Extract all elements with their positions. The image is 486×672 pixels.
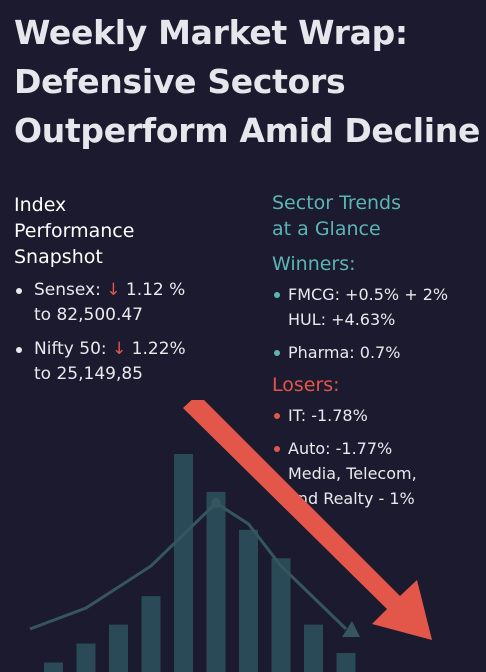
decline-arrow-shape <box>183 400 432 640</box>
decline-arrow-icon <box>183 400 432 640</box>
winners-heading: Winners: <box>272 253 356 275</box>
chart-bar <box>44 662 63 672</box>
winner-item: FMCG: +0.5% + 2% HUL: +4.63% <box>272 282 486 332</box>
chart-bars <box>44 453 356 672</box>
index-value: to 82,500.47 <box>34 305 143 325</box>
index-performance-section: Index Performance Snapshot Sensex: ↓ 1.1… <box>14 192 254 396</box>
chart-bar <box>206 491 226 672</box>
bullet-dot-icon <box>274 446 280 452</box>
loser-line: IT: -1.78% <box>288 406 368 425</box>
trend-peak-dot <box>211 498 221 508</box>
loser-line: Media, Telecom, <box>288 464 417 483</box>
loser-line: and Realty - 1% <box>288 489 415 508</box>
winner-line: FMCG: +0.5% + 2% <box>288 285 449 304</box>
page-title: Weekly Market Wrap: Defensive Sectors Ou… <box>14 8 484 155</box>
index-value: to 25,149,85 <box>34 364 143 384</box>
index-heading-line-1: Index <box>14 194 67 216</box>
winner-line: Pharma: 0.7% <box>288 343 401 362</box>
bullet-dot-icon <box>274 292 280 298</box>
chart-bar <box>76 643 96 672</box>
bullet-dot-icon <box>274 350 280 356</box>
decline-chart <box>29 400 432 672</box>
chart-bar <box>109 624 128 672</box>
trend-line-arrow-icon <box>342 621 360 637</box>
index-label: Nifty 50: <box>34 339 113 359</box>
loser-item: IT: -1.78% <box>272 403 486 428</box>
loser-line: Auto: -1.77% <box>288 439 393 458</box>
losers-list: IT: -1.78% Auto: -1.77% Media, Telecom, … <box>272 403 486 511</box>
index-heading-line-3: Snapshot <box>14 246 103 268</box>
index-heading-line-2: Performance <box>14 220 135 242</box>
chart-bar <box>141 596 161 672</box>
chart-bar <box>271 558 291 672</box>
title-line-3: Outperform Amid Decline <box>14 111 481 150</box>
bullet-dot-icon <box>16 288 22 294</box>
index-label: Sensex: <box>34 280 107 300</box>
winner-line: HUL: +4.63% <box>288 310 396 329</box>
chart-bar <box>174 453 193 672</box>
title-line-1: Weekly Market Wrap: <box>14 13 408 52</box>
chart-bar <box>239 529 258 672</box>
index-heading: Index Performance Snapshot <box>14 192 254 270</box>
index-list: Sensex: ↓ 1.12 % to 82,500.47 Nifty 50: … <box>14 278 254 387</box>
index-item-nifty: Nifty 50: ↓ 1.22% to 25,149,85 <box>14 337 254 387</box>
sector-heading: Sector Trends at a Glance <box>272 190 486 242</box>
index-item-sensex: Sensex: ↓ 1.12 % to 82,500.47 <box>14 278 254 328</box>
winner-item: Pharma: 0.7% <box>272 340 486 365</box>
down-arrow-icon: ↓ <box>112 339 127 359</box>
sector-heading-line-2: at a Glance <box>272 218 381 240</box>
sector-trends-section: Sector Trends at a Glance Winners: FMCG:… <box>272 190 486 519</box>
index-change: 1.12 % <box>120 280 186 300</box>
winners-list: FMCG: +0.5% + 2% HUL: +4.63% Pharma: 0.7… <box>272 282 486 365</box>
losers-heading: Losers: <box>272 374 340 396</box>
bullet-dot-icon <box>274 413 280 419</box>
sector-heading-line-1: Sector Trends <box>272 192 402 214</box>
bullet-dot-icon <box>16 347 22 353</box>
down-arrow-icon: ↓ <box>106 280 121 300</box>
title-line-2: Defensive Sectors <box>14 62 346 101</box>
trend-line <box>29 501 348 631</box>
chart-bar <box>336 653 356 672</box>
index-change: 1.22% <box>126 339 186 359</box>
loser-item: Auto: -1.77% Media, Telecom, and Realty … <box>272 436 486 511</box>
chart-bar <box>304 624 323 672</box>
